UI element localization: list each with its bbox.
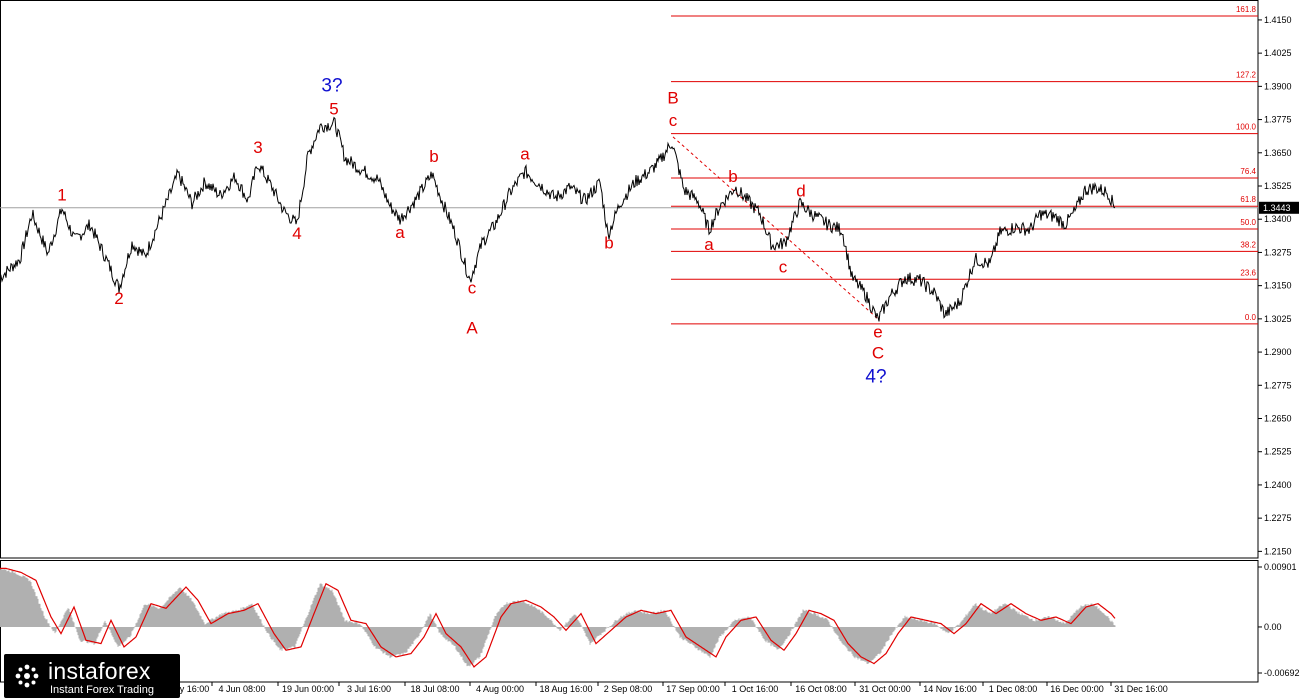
fib-level-label: 0.0: [1245, 313, 1257, 322]
time-tick-label: 14 Nov 16:00: [923, 684, 977, 694]
wave-label: a: [395, 223, 405, 242]
time-tick-label: 4 Jun 08:00: [218, 684, 265, 694]
price-tick-label: 1.2650: [1264, 414, 1292, 424]
fib-level-label: 61.8: [1240, 195, 1256, 204]
wave-trend-line: [672, 136, 879, 320]
wave-label: 4: [292, 224, 301, 243]
time-tick-label: 31 Dec 16:00: [1114, 684, 1168, 694]
wave-label: b: [728, 167, 737, 186]
time-tick-label: 20 May 16:00: [155, 684, 210, 694]
price-series-line: [0, 116, 1116, 322]
current-price-label: 1.3443: [1263, 203, 1291, 213]
wave-label: B: [667, 89, 678, 108]
fib-level-label: 50.0: [1240, 218, 1256, 227]
fib-level-label: 76.4: [1240, 167, 1256, 176]
time-tick-label: 1 Dec 08:00: [989, 684, 1038, 694]
wave-label: 4?: [865, 367, 886, 388]
osc-tick-label: 0.00: [1264, 622, 1282, 632]
price-tick-label: 1.3025: [1264, 314, 1292, 324]
price-tick-label: 1.3650: [1264, 148, 1292, 158]
current-price-badge: [1259, 201, 1299, 214]
fib-level-label: 161.8: [1236, 5, 1257, 14]
price-tick-label: 1.3275: [1264, 247, 1292, 257]
wave-label: A: [466, 318, 478, 337]
wave-label: 3?: [321, 76, 342, 97]
fib-level-label: 100.0: [1236, 123, 1257, 132]
time-tick-label: 19 Jun 00:00: [282, 684, 334, 694]
time-tick-label: 1 Oct 16:00: [732, 684, 779, 694]
osc-tick-label: -0.00692: [1264, 668, 1300, 678]
oscillator-signal-line: [0, 567, 1116, 668]
wave-label: a: [520, 144, 530, 163]
price-tick-label: 1.4150: [1264, 15, 1292, 25]
time-tick-label: 16 Oct 08:00: [795, 684, 847, 694]
time-tick-label: 16 Dec 00:00: [1050, 684, 1104, 694]
time-tick-label: 2 Sep 08:00: [604, 684, 653, 694]
logo-icon: [15, 664, 39, 688]
logo-tagline: Instant Forex Trading: [50, 684, 154, 696]
price-tick-label: 1.2150: [1264, 546, 1292, 556]
price-tick-label: 1.2775: [1264, 380, 1292, 390]
time-tick-label: 3 Jul 16:00: [347, 684, 391, 694]
price-tick-label: 1.2275: [1264, 513, 1292, 523]
wave-label: 2: [114, 289, 123, 308]
price-tick-label: 1.3525: [1264, 181, 1292, 191]
instaforex-logo: instaforex Instant Forex Trading: [4, 654, 180, 698]
price-tick-label: 1.3150: [1264, 281, 1292, 291]
price-tick-label: 1.2400: [1264, 480, 1292, 490]
wave-label: c: [669, 111, 678, 130]
wave-label: b: [604, 233, 613, 252]
time-tick-label: 31 Oct 00:00: [859, 684, 911, 694]
wave-label: d: [796, 182, 805, 201]
wave-label: a: [704, 235, 714, 254]
wave-label: c: [468, 279, 477, 298]
time-tick-label: 17 Sep 00:00: [666, 684, 720, 694]
wave-label: C: [872, 344, 884, 363]
price-tick-label: 1.2900: [1264, 347, 1292, 357]
price-tick-label: 1.3900: [1264, 81, 1292, 91]
price-tick-label: 1.2525: [1264, 447, 1292, 457]
wave-label: c: [779, 257, 788, 276]
time-tick-label: 4 Aug 00:00: [476, 684, 524, 694]
fib-level-label: 38.2: [1240, 240, 1256, 249]
fib-level-label: 127.2: [1236, 71, 1257, 80]
wave-label: 3: [253, 138, 262, 157]
oscillator-histogram: [0, 569, 1116, 667]
price-tick-label: 1.3400: [1264, 214, 1292, 224]
logo-brand: instaforex: [48, 658, 151, 684]
osc-tick-label: 0.00901: [1264, 562, 1297, 572]
wave-label: 1: [57, 186, 66, 205]
time-tick-label: 18 Jul 08:00: [410, 684, 459, 694]
price-tick-label: 1.3775: [1264, 115, 1292, 125]
time-tick-label: 18 Aug 16:00: [539, 684, 592, 694]
fib-level-label: 23.6: [1240, 268, 1256, 277]
wave-label: 5: [329, 99, 338, 118]
wave-label: b: [429, 147, 438, 166]
price-tick-label: 1.4025: [1264, 48, 1292, 58]
wave-label: e: [873, 322, 882, 341]
